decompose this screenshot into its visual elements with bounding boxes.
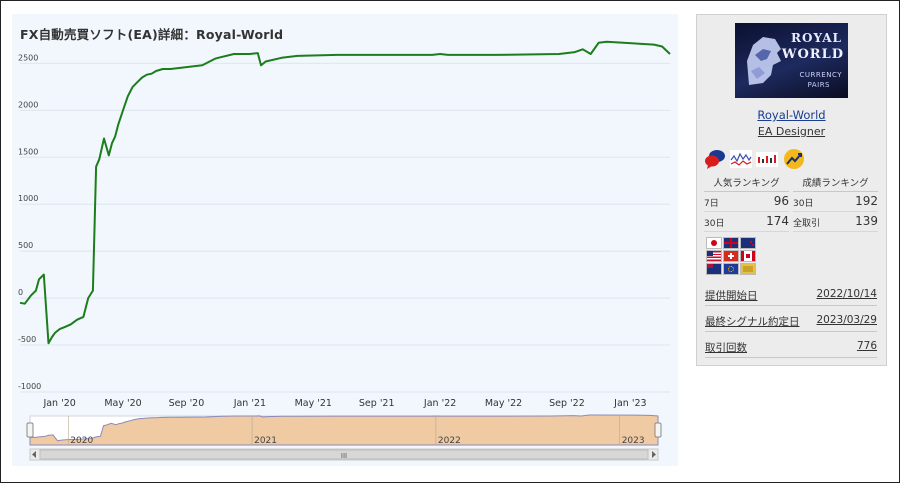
info-row-trade-count: 取引回数 776 bbox=[705, 337, 877, 358]
logo-text-3: CURRENCY bbox=[799, 71, 842, 79]
navigator-year-label: 2021 bbox=[254, 436, 277, 446]
ranking-row-label: 30日 bbox=[793, 199, 814, 209]
equity-chart[interactable]: -1000 -500 0 500 1000 1500 2000 2500 Jan '20 May… bbox=[12, 14, 678, 466]
scrollbar-grip: III bbox=[341, 452, 347, 460]
navigator-handle[interactable] bbox=[654, 422, 662, 438]
cad-flag-icon bbox=[740, 250, 756, 262]
popular-ranking-title: 人気ランキング bbox=[704, 175, 789, 192]
performance-ranking: 成績ランキング 30日 192 全取引 139 bbox=[793, 175, 878, 232]
line-chart-icon[interactable] bbox=[730, 148, 752, 170]
chat-icon[interactable] bbox=[704, 148, 726, 170]
y-tick-label: 500 bbox=[18, 241, 33, 250]
x-tick-label: Sep '21 bbox=[359, 398, 395, 409]
y-axis-labels: -1000 -500 0 500 1000 1500 2000 2500 bbox=[18, 53, 41, 391]
info-value[interactable]: 776 bbox=[856, 340, 877, 352]
navigator-area bbox=[29, 414, 659, 446]
x-axis-labels: Jan '20 May '20 Sep '20 Jan '21 May '21 Sep '… bbox=[42, 398, 646, 409]
info-value[interactable]: 2023/03/29 bbox=[816, 314, 877, 326]
ranking-row-label: 30日 bbox=[704, 219, 725, 229]
y-tick-label: 2500 bbox=[18, 53, 38, 62]
ranking-row-value: 174 bbox=[766, 214, 789, 228]
x-tick-label: May '21 bbox=[295, 398, 332, 409]
y-tick-label: 1500 bbox=[18, 147, 38, 156]
ranking-row: 30日 174 bbox=[704, 212, 789, 232]
grid-layer bbox=[20, 62, 670, 393]
ranking-row-value: 139 bbox=[855, 214, 878, 228]
y-tick-label: 2000 bbox=[18, 100, 38, 109]
x-tick-label: May '20 bbox=[104, 398, 141, 409]
ranking-row-label: 全取引 bbox=[793, 219, 821, 229]
jpy-flag-icon bbox=[706, 237, 722, 249]
x-tick-label: Jan '22 bbox=[423, 398, 456, 409]
ranking-row: 7日 96 bbox=[704, 192, 789, 212]
bar-chart-icon[interactable] bbox=[756, 148, 778, 170]
navigator-handle[interactable] bbox=[26, 422, 34, 438]
nzd-flag-icon bbox=[740, 237, 756, 249]
info-row-last-signal: 最終シグナル約定日 2023/03/29 bbox=[705, 311, 877, 332]
y-tick-label: -500 bbox=[18, 335, 36, 344]
ranking-row-value: 192 bbox=[855, 194, 878, 208]
trend-icon[interactable] bbox=[783, 148, 805, 170]
navigator-year-label: 2022 bbox=[438, 436, 461, 446]
eur-flag-icon bbox=[723, 263, 739, 275]
aud-flag-icon bbox=[706, 263, 722, 275]
lion-logo-icon bbox=[747, 37, 781, 85]
info-label[interactable]: 提供開始日 bbox=[705, 290, 758, 302]
ranking-row-label: 7日 bbox=[704, 199, 719, 209]
x-tick-label: Jan '20 bbox=[42, 398, 75, 409]
info-row-start-date: 提供開始日 2022/10/14 bbox=[705, 285, 877, 306]
info-label[interactable]: 最終シグナル約定日 bbox=[705, 316, 800, 328]
ranking-row: 30日 192 bbox=[793, 192, 878, 212]
ranking-row: 全取引 139 bbox=[793, 212, 878, 232]
logo-text-1: ROYAL bbox=[791, 31, 842, 45]
ranking-row-value: 96 bbox=[773, 194, 789, 208]
y-tick-label: -1000 bbox=[18, 382, 41, 391]
usd-flag-icon bbox=[706, 250, 722, 262]
ea-name-link[interactable]: Royal-World bbox=[757, 108, 826, 122]
x-tick-label: May '22 bbox=[485, 398, 522, 409]
logo-text-2: WORLD bbox=[781, 47, 844, 62]
scroll-right-icon[interactable] bbox=[652, 451, 656, 458]
x-tick-label: Jan '23 bbox=[613, 398, 646, 409]
series-line bbox=[19, 40, 671, 345]
navigator-year-label: 2023 bbox=[622, 436, 645, 446]
scrollbar-thumb[interactable] bbox=[39, 449, 649, 460]
info-label[interactable]: 取引回数 bbox=[705, 342, 747, 354]
royal-world-logo: ROYAL WORLD CURRENCY PAIRS bbox=[735, 23, 848, 98]
x-tick-label: Sep '20 bbox=[169, 398, 205, 409]
chf-flag-icon bbox=[723, 250, 739, 262]
navigator-year-label: 2020 bbox=[70, 436, 93, 446]
info-value[interactable]: 2022/10/14 bbox=[816, 288, 877, 300]
chart-title: FX自動売買ソフト(EA)詳細：Royal-World bbox=[20, 27, 284, 42]
popular-ranking: 人気ランキング 7日 96 30日 174 bbox=[704, 175, 789, 232]
y-tick-label: 0 bbox=[18, 288, 23, 297]
scroll-left-icon[interactable] bbox=[32, 451, 36, 458]
gbp-flag-icon bbox=[723, 237, 739, 249]
performance-ranking-title: 成績ランキング bbox=[793, 175, 878, 192]
chart-panel: FX自動売買ソフト(EA)詳細：Royal-World -1000 -500 0 50… bbox=[12, 14, 678, 466]
x-tick-label: Sep '22 bbox=[549, 398, 585, 409]
logo-text-4: PAIRS bbox=[807, 81, 830, 89]
y-tick-label: 1000 bbox=[18, 194, 38, 203]
ea-role-link[interactable]: EA Designer bbox=[757, 125, 826, 138]
ea-info-sidebar: ROYAL WORLD CURRENCY PAIRS Royal-World E… bbox=[696, 14, 887, 366]
series-layer bbox=[19, 40, 671, 345]
gold-icon bbox=[740, 263, 756, 275]
navigator[interactable]: 2020 2021 2022 2023 III bbox=[26, 414, 662, 461]
x-tick-label: Jan '21 bbox=[233, 398, 266, 409]
